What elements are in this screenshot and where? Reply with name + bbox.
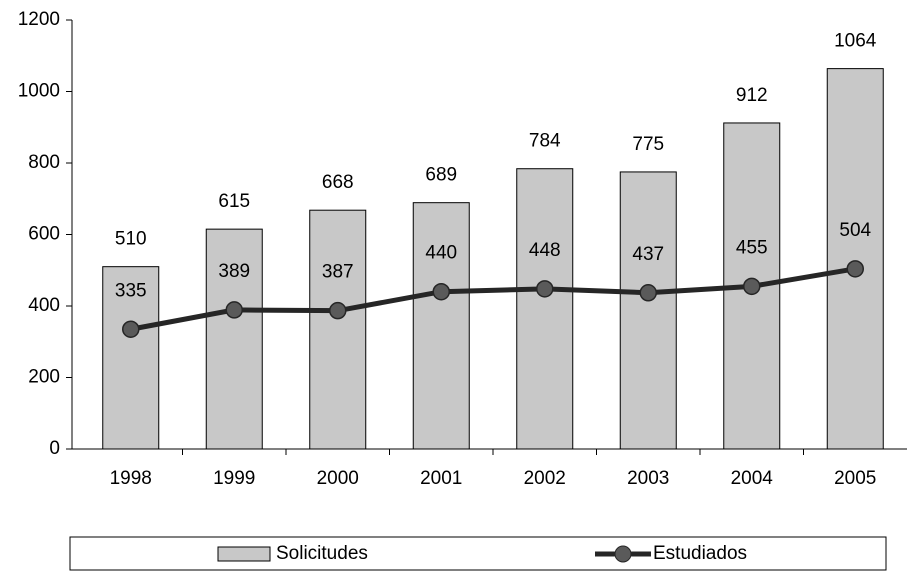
line-marker [743,277,761,296]
bar-value-label: 615 [218,191,250,212]
line-value-label: 437 [632,244,664,265]
x-tick-label: 1998 [110,468,152,489]
line-value-label: 387 [322,262,354,283]
x-tick-label: 2003 [627,468,669,489]
y-tick-label: 0 [49,438,60,459]
bar-value-label: 775 [632,134,664,155]
line-value-label: 455 [736,237,768,258]
line-marker [536,280,554,298]
x-tick-label: 2001 [420,468,462,489]
bar-value-label: 912 [736,85,768,106]
legend-label: Estudiados [653,543,747,564]
y-tick-label: 1200 [18,9,60,30]
legend-label: Solicitudes [276,543,368,564]
line [130,266,856,332]
bar-value-label: 1064 [834,31,877,52]
x-tick-label: 1999 [213,468,255,489]
legend-box [69,536,887,571]
bar-value-label: 689 [425,165,457,186]
bar [412,202,470,450]
x-tick-label: 2005 [834,468,876,489]
line-value-label: 335 [115,280,147,301]
x-tick-label: 2002 [524,468,566,489]
bar [102,266,160,450]
line-value-label: 440 [425,243,457,264]
y-tick-label: 800 [28,152,60,173]
legend-marker [614,545,632,563]
line-marker [639,284,657,302]
y-tick-label: 200 [28,367,60,388]
x-tick-label: 2004 [731,468,774,489]
y-tick-label: 600 [28,224,60,245]
line-marker [432,282,450,301]
y-tick-label: 400 [28,295,60,316]
bar [205,228,263,450]
line-marker [329,301,347,320]
line-value-label: 389 [218,261,250,282]
bar [826,68,884,450]
bar-value-label: 510 [115,229,147,250]
bar-value-label: 668 [322,172,354,193]
line-marker [846,260,864,278]
legend-swatch [217,546,271,562]
line-marker [122,320,140,338]
line-value-label: 448 [529,240,561,261]
y-tick-label: 1000 [18,81,60,102]
bar [309,209,367,450]
line-marker [225,301,243,319]
bar [619,171,677,450]
x-tick-label: 2000 [317,468,359,489]
bar-value-label: 784 [529,131,561,152]
line-value-label: 504 [839,220,871,241]
bar [516,168,574,450]
